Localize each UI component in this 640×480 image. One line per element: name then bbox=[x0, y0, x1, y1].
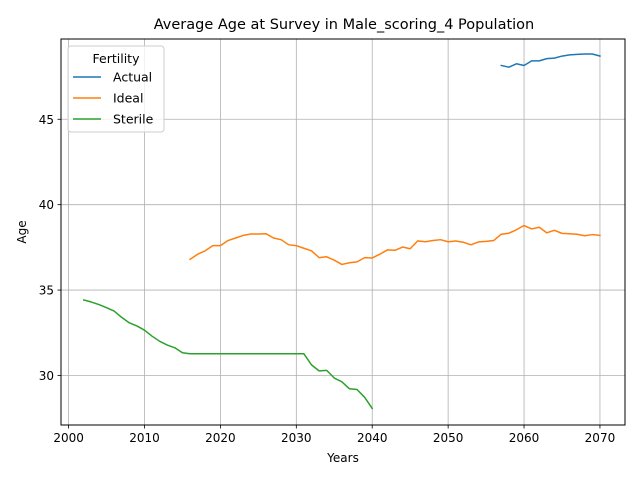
series-lines bbox=[82, 53, 601, 410]
x-tick-label: 2000 bbox=[53, 431, 84, 445]
x-tick-label: 2010 bbox=[129, 431, 160, 445]
legend-label: Sterile bbox=[113, 112, 154, 127]
legend-entry-ideal: Ideal bbox=[73, 91, 143, 106]
legend-label: Ideal bbox=[113, 91, 143, 106]
y-tick-label: 35 bbox=[39, 284, 54, 298]
x-tick-label: 2060 bbox=[509, 431, 540, 445]
y-tick-label: 45 bbox=[39, 113, 54, 127]
y-axis-label: Age bbox=[15, 220, 29, 243]
legend-entry-sterile: Sterile bbox=[73, 112, 154, 127]
legend-box bbox=[67, 45, 165, 133]
x-axis-label: Years bbox=[326, 451, 359, 465]
legend-entry-actual: Actual bbox=[73, 70, 152, 85]
x-tick-label: 2020 bbox=[205, 431, 236, 445]
legend: Fertility Actual Ideal Sterile bbox=[67, 45, 165, 133]
y-axis-ticks: 30 35 40 45 bbox=[39, 113, 61, 383]
chart-title: Average Age at Survey in Male_scoring_4 … bbox=[154, 17, 535, 33]
legend-label: Actual bbox=[113, 70, 152, 85]
y-tick-label: 30 bbox=[39, 369, 54, 383]
legend-title: Fertility bbox=[93, 51, 141, 66]
x-tick-label: 2050 bbox=[433, 431, 464, 445]
series-line-sterile bbox=[82, 299, 374, 410]
x-tick-label: 2070 bbox=[585, 431, 616, 445]
grid-lines bbox=[61, 39, 625, 425]
series-line-ideal bbox=[188, 224, 601, 266]
series-line-actual bbox=[500, 53, 601, 68]
x-axis-ticks: 2000 2010 2020 2030 2040 2050 2060 2070 bbox=[53, 425, 615, 445]
y-tick-label: 40 bbox=[39, 198, 54, 212]
x-tick-label: 2030 bbox=[281, 431, 312, 445]
legend-entries: Actual Ideal Sterile bbox=[73, 70, 154, 127]
plot-frame bbox=[60, 38, 626, 426]
x-tick-label: 2040 bbox=[357, 431, 388, 445]
